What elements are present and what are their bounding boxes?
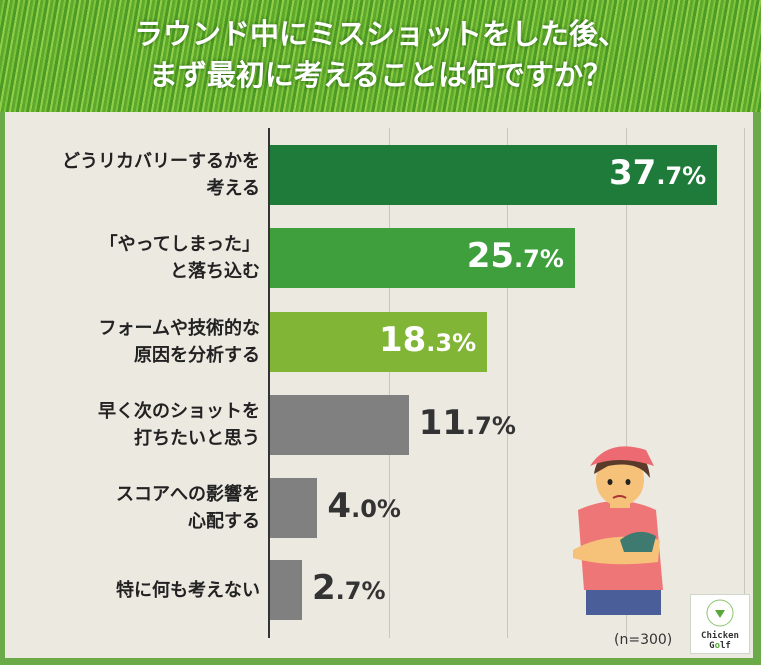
sample-size-note: (n=300) bbox=[614, 632, 673, 648]
y-axis-line bbox=[268, 128, 270, 638]
gridline bbox=[388, 128, 390, 638]
value-label: 4.0% bbox=[327, 486, 401, 526]
bar bbox=[270, 228, 575, 288]
category-label: スコアへの影響を 心配する bbox=[116, 484, 260, 532]
title-line-1: ラウンド中にミスショットをした後、 bbox=[133, 17, 627, 51]
value-label: 18.3% bbox=[378, 320, 477, 360]
bar bbox=[270, 395, 409, 455]
title-line-2: まず最初に考えることは何ですか？ bbox=[148, 58, 613, 92]
grass-header bbox=[0, 0, 761, 112]
category-label: どうリカバリーするかを 考える bbox=[62, 151, 260, 199]
value-label: 37.7% bbox=[609, 153, 707, 193]
chicken-golf-logo: Chicken Golf bbox=[690, 594, 750, 654]
bar bbox=[270, 560, 302, 620]
category-label: 特に何も考えない bbox=[116, 579, 260, 601]
gridline bbox=[625, 128, 627, 638]
category-label: 早く次のショットを 打ちたいと思う bbox=[98, 401, 260, 449]
value-label: 25.7% bbox=[466, 236, 564, 276]
gridline bbox=[744, 128, 746, 638]
bar bbox=[270, 312, 487, 372]
bar bbox=[270, 145, 717, 205]
gridline bbox=[507, 128, 509, 638]
golfer-illustration bbox=[573, 446, 663, 615]
chart-title: ラウンド中にミスショットをした後、 まず最初に考えることは何ですか？ bbox=[0, 14, 761, 96]
chicken-icon bbox=[706, 599, 734, 627]
value-label: 11.7% bbox=[418, 403, 516, 443]
bar bbox=[270, 478, 318, 538]
value-label: 2.7% bbox=[312, 568, 386, 608]
category-label: 「やってしまった」 と落ち込む bbox=[99, 234, 260, 282]
category-label: フォームや技術的な 原因を分析する bbox=[98, 318, 260, 366]
